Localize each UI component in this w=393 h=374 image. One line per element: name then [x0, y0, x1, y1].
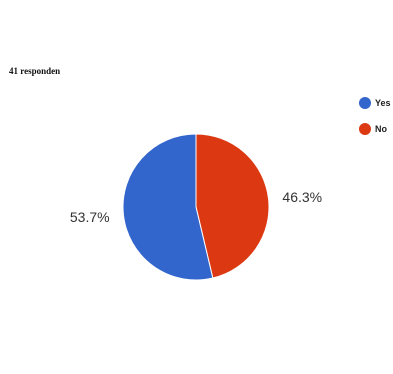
- slice-label-yes: 53.7%: [70, 209, 110, 225]
- legend: Yes No: [359, 96, 391, 148]
- legend-label-yes: Yes: [375, 98, 391, 108]
- legend-label-no: No: [375, 124, 387, 134]
- pie-slice-no[interactable]: [195, 133, 270, 279]
- pie-slice-yes[interactable]: [122, 133, 214, 281]
- slice-label-no: 46.3%: [282, 189, 322, 205]
- legend-item-no[interactable]: No: [359, 122, 391, 136]
- legend-swatch-no-icon: [359, 123, 371, 135]
- respondent-count: 41 responden: [9, 66, 61, 76]
- legend-swatch-yes-icon: [359, 97, 371, 109]
- legend-item-yes[interactable]: Yes: [359, 96, 391, 110]
